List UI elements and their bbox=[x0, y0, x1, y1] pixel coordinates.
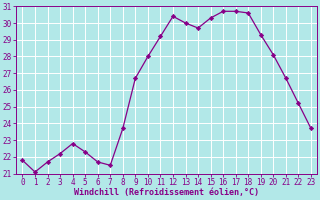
X-axis label: Windchill (Refroidissement éolien,°C): Windchill (Refroidissement éolien,°C) bbox=[74, 188, 259, 197]
